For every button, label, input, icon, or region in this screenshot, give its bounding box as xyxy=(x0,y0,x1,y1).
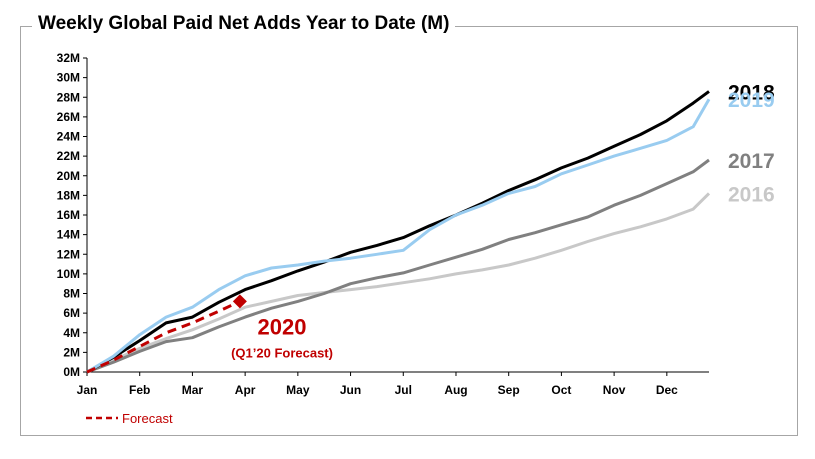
x-tick-label: Aug xyxy=(444,383,467,397)
x-tick-label: May xyxy=(286,383,310,397)
y-tick-label: 14M xyxy=(57,228,80,242)
y-tick-label: 28M xyxy=(57,90,80,104)
y-tick-label: 32M xyxy=(57,51,80,65)
y-tick-label: 22M xyxy=(57,149,80,163)
series-label-2019: 2019 xyxy=(728,89,775,112)
y-tick-label: 24M xyxy=(57,130,80,144)
axes xyxy=(86,58,709,373)
series-lines xyxy=(86,90,711,374)
y-tick-label: 26M xyxy=(57,110,80,124)
y-tick-label: 30M xyxy=(57,71,80,85)
x-tick-label: Dec xyxy=(656,383,678,397)
x-tick-label: Mar xyxy=(182,383,204,397)
x-tick-label: Feb xyxy=(129,383,150,397)
y-tick-label: 18M xyxy=(57,188,80,202)
y-axis-ticks: 0M 2M 4M 6M 8M 10M 12M 14M 16M 18M 20M 22M 24M 26M 28M… xyxy=(57,51,87,379)
x-axis-ticks: Jan Feb Mar Apr May Jun Jul Aug Sep Oct Nov Dec xyxy=(77,372,678,397)
x-tick-label: Apr xyxy=(235,383,256,397)
series-line-2018 xyxy=(86,90,710,374)
x-tick-label: Nov xyxy=(603,383,626,397)
y-tick-label: 4M xyxy=(63,326,80,340)
series-label-2018: 2018 xyxy=(728,81,775,104)
x-tick-label: Jul xyxy=(395,383,412,397)
y-tick-label: 10M xyxy=(57,267,80,281)
annotation-forecast-note: (Q1’20 Forecast) xyxy=(231,345,333,360)
series-line-2019 xyxy=(86,98,711,374)
x-tick-label: Jan xyxy=(77,383,98,397)
x-tick-label: Jun xyxy=(340,383,361,397)
forecast-marker xyxy=(232,294,247,309)
series-line-2016 xyxy=(86,192,711,374)
x-tick-label: Sep xyxy=(498,383,520,397)
y-tick-label: 2M xyxy=(63,345,80,359)
series-line-2017 xyxy=(86,158,710,374)
y-tick-label: 16M xyxy=(57,208,80,222)
y-tick-label: 20M xyxy=(57,169,80,183)
y-tick-label: 12M xyxy=(57,247,80,261)
y-tick-label: 0M xyxy=(63,365,80,379)
legend: Forecast xyxy=(86,411,173,426)
annotations: 2020 (Q1’20 Forecast) xyxy=(231,315,333,361)
chart-title: Weekly Global Paid Net Adds Year to Date… xyxy=(32,13,456,35)
y-tick-label: 6M xyxy=(63,306,80,320)
series-label-2016: 2016 xyxy=(728,183,775,206)
series-label-2017: 2017 xyxy=(728,150,775,173)
y-tick-label: 8M xyxy=(63,287,80,301)
annotation-2020: 2020 xyxy=(258,315,307,340)
x-tick-label: Oct xyxy=(551,383,571,397)
legend-forecast-label: Forecast xyxy=(122,411,173,426)
